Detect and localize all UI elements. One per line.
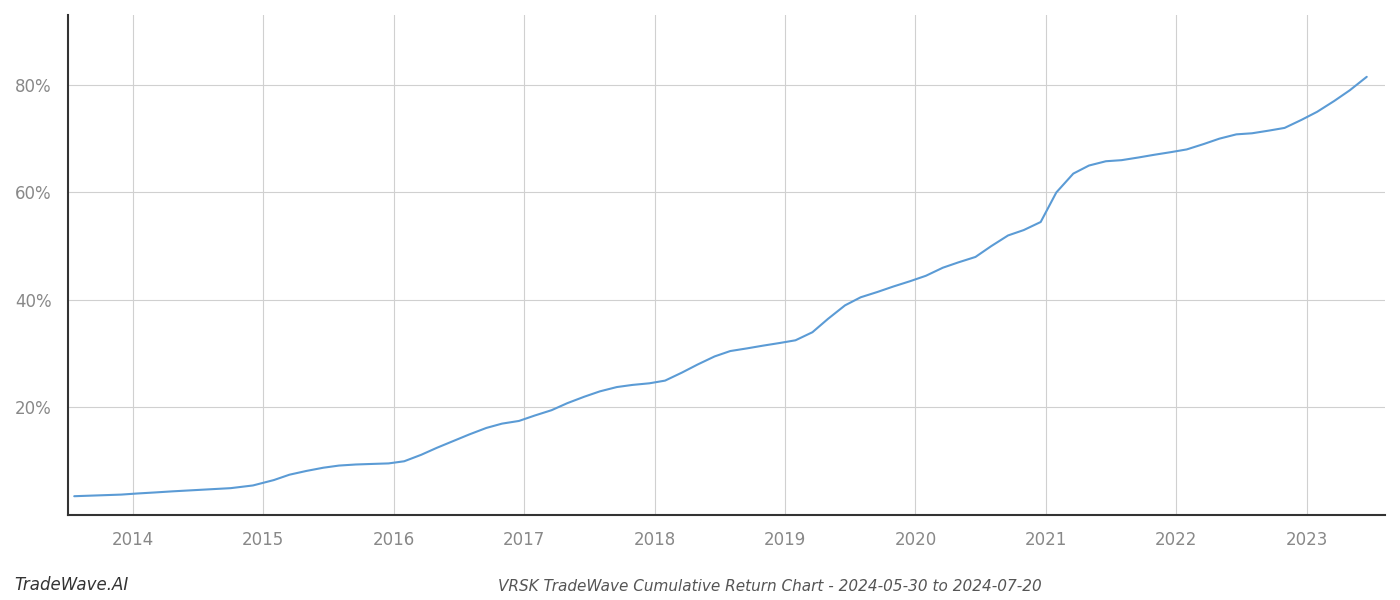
Text: VRSK TradeWave Cumulative Return Chart - 2024-05-30 to 2024-07-20: VRSK TradeWave Cumulative Return Chart -… bbox=[498, 579, 1042, 594]
Text: TradeWave.AI: TradeWave.AI bbox=[14, 576, 129, 594]
